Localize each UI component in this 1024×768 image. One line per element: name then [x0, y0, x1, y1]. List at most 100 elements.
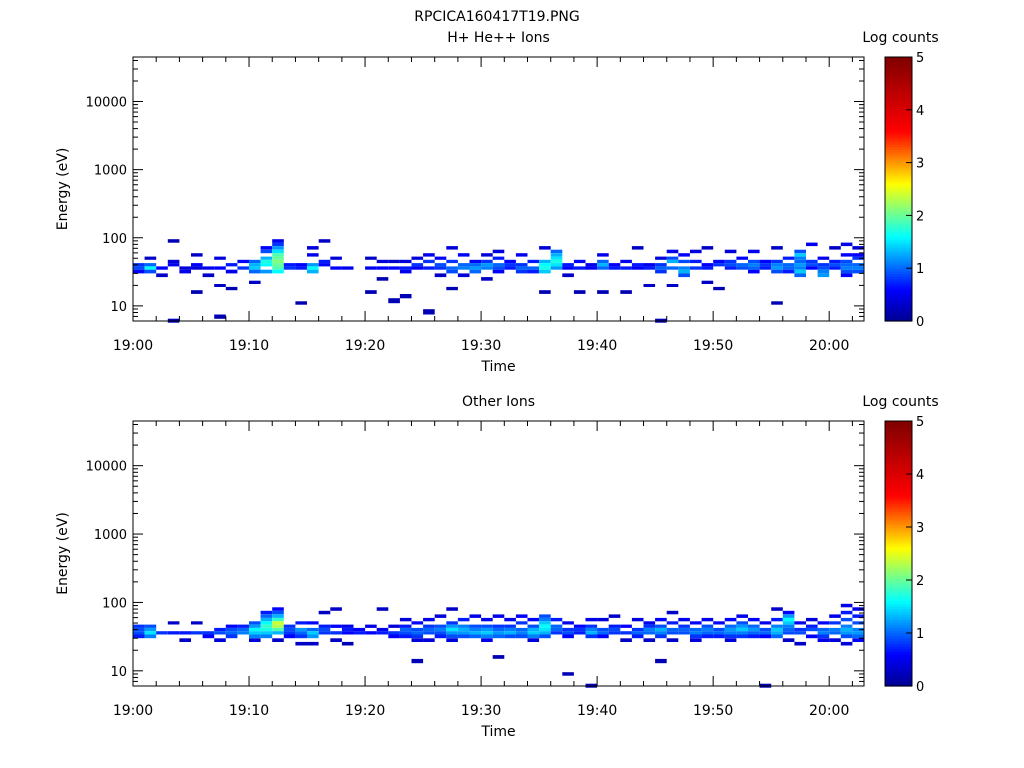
- heatmap-cell: [631, 634, 644, 639]
- heatmap-cell: [713, 627, 725, 632]
- colorbar-step: [885, 175, 912, 180]
- heatmap-cell: [492, 631, 505, 635]
- heatmap-cell: [515, 253, 528, 257]
- heatmap-cell: [608, 614, 621, 618]
- heatmap-cell: [666, 610, 679, 615]
- panel-title: Other Ions: [462, 394, 535, 410]
- heatmap-cell: [794, 263, 806, 267]
- heatmap-cell: [214, 284, 226, 287]
- heatmap-cell: [295, 631, 307, 635]
- heatmap-cell: [144, 634, 157, 639]
- x-tick-label: 19:00: [113, 703, 153, 719]
- colorbar-step: [885, 104, 912, 108]
- colorbar-step: [885, 178, 912, 182]
- colorbar-step: [885, 88, 912, 92]
- heatmap-cell: [237, 259, 249, 264]
- heatmap-cell: [399, 269, 412, 274]
- heatmap-cell: [643, 627, 656, 632]
- heatmap-cell: [759, 259, 772, 264]
- heatmap-cell: [283, 634, 296, 639]
- colorbar-step: [885, 654, 912, 658]
- heatmap-cell: [759, 263, 772, 267]
- heatmap-cell: [724, 617, 737, 622]
- colorbar-step: [885, 667, 912, 671]
- heatmap-cell: [492, 256, 505, 260]
- heatmap-cell: [353, 631, 366, 635]
- heatmap-cell: [283, 263, 296, 267]
- heatmap-cell: [840, 627, 853, 632]
- heatmap-cell: [562, 266, 574, 270]
- heatmap-cell: [133, 263, 145, 267]
- heatmap-cell: [724, 624, 737, 628]
- heatmap-cell: [318, 239, 331, 243]
- x-axis: 19:00 19:10 19:20 19:30 19:40 19:50 20:00 Time: [113, 57, 853, 375]
- colorbar-step: [885, 662, 912, 666]
- heatmap-cell: [434, 256, 447, 260]
- colorbar-step: [885, 577, 912, 581]
- heatmap-cell: [446, 634, 458, 639]
- heatmap-cell: [840, 253, 853, 257]
- heatmap-cell: [748, 624, 760, 628]
- heatmap-cell: [446, 266, 458, 270]
- heatmap-cell: [492, 266, 505, 270]
- heatmap-cell: [399, 631, 412, 635]
- colorbar-step: [885, 294, 912, 298]
- colorbar: 0 1 2 3 4 5 Log counts: [862, 30, 938, 330]
- heatmap-cell: [690, 249, 702, 254]
- colorbar-step: [885, 112, 912, 116]
- colorbar-step: [885, 601, 912, 605]
- heatmap-cell: [399, 617, 412, 622]
- heatmap-cell: [434, 273, 447, 278]
- heatmap-cell: [527, 631, 540, 635]
- colorbar-tick-label: 4: [916, 104, 924, 119]
- colorbar-step: [885, 154, 912, 158]
- heatmap-cell: [840, 269, 853, 274]
- heatmap-cell: [260, 610, 273, 615]
- heatmap-cell: [840, 266, 853, 270]
- heatmap-cell: [539, 614, 551, 618]
- colorbar-step: [885, 582, 912, 586]
- heatmap-cell: [237, 627, 249, 632]
- heatmap-cell: [585, 617, 598, 622]
- heatmap-cell: [341, 624, 354, 628]
- heatmap-cell: [829, 614, 841, 618]
- colorbar-step: [885, 534, 912, 539]
- heatmap-cell: [539, 634, 551, 639]
- heatmap-cell: [713, 259, 725, 264]
- colorbar-step: [885, 302, 912, 306]
- heatmap-cell: [399, 624, 412, 628]
- colorbar-step: [885, 223, 912, 227]
- heatmap-cell: [597, 627, 609, 632]
- heatmap-cell: [481, 617, 493, 622]
- heatmap-cell: [515, 627, 528, 632]
- heatmap-cells: [133, 239, 864, 323]
- heatmap-cell: [469, 259, 482, 264]
- heatmap-cell: [608, 266, 621, 270]
- heatmap-cell: [249, 624, 261, 628]
- heatmap-cell: [597, 263, 609, 267]
- heatmap-cell: [481, 631, 493, 635]
- heatmap-cell: [690, 266, 702, 270]
- heatmap-cell: [562, 263, 574, 267]
- heatmap-cell: [748, 634, 760, 639]
- colorbar-step: [885, 635, 912, 639]
- heatmap-cell: [829, 263, 841, 267]
- heatmap-cell: [539, 624, 551, 628]
- heatmap-cell: [133, 634, 145, 639]
- y-tick-label: 10: [110, 300, 127, 315]
- colorbar-step: [885, 276, 912, 280]
- colorbar-step: [885, 128, 912, 132]
- heatmap-cell: [457, 634, 470, 639]
- heatmap-cell: [249, 280, 261, 284]
- heatmap-cell: [852, 607, 864, 611]
- heatmap-cell: [550, 249, 563, 254]
- heatmap-cell: [666, 284, 679, 287]
- colorbar-step: [885, 91, 912, 95]
- heatmap-cell: [829, 627, 841, 632]
- heatmap-cell: [829, 631, 841, 635]
- heatmap-cell: [457, 253, 470, 257]
- heatmap-cell: [840, 259, 853, 264]
- heatmap-cell: [643, 638, 656, 642]
- heatmap-cell: [272, 242, 284, 247]
- figure-title: RPCICA160417T19.PNG: [414, 9, 579, 25]
